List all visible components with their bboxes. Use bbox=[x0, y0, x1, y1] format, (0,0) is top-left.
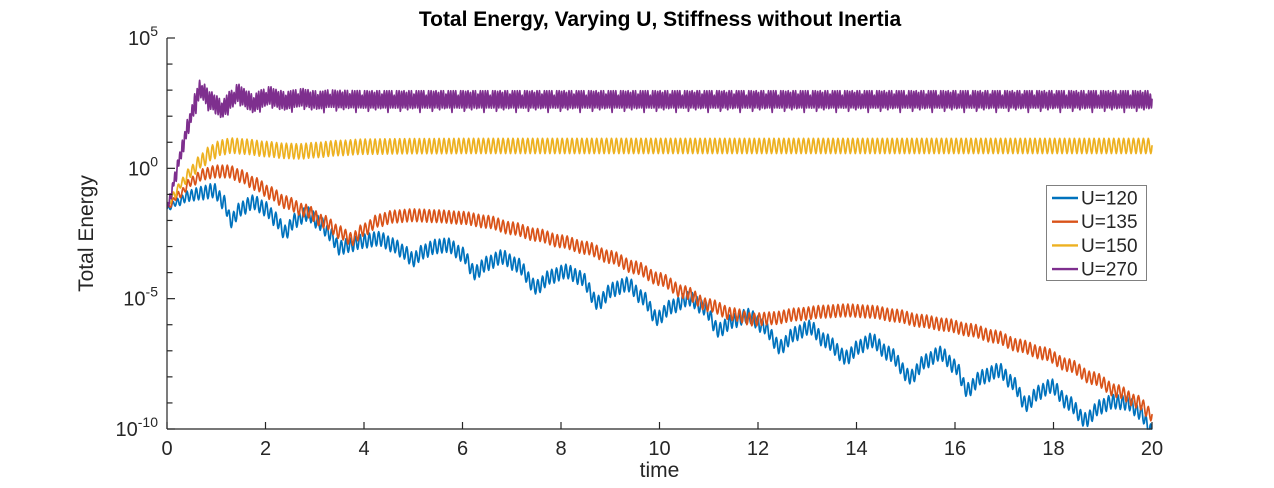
legend-box bbox=[1046, 185, 1147, 281]
legend-label: U=150 bbox=[1081, 236, 1138, 257]
series-line-U=270 bbox=[166, 79, 1153, 209]
series-line-U=120 bbox=[166, 183, 1153, 430]
x-tick-label: 8 bbox=[555, 438, 566, 460]
series-line-U=135 bbox=[166, 164, 1153, 422]
chart-title: Total Energy, Varying U, Stiffness witho… bbox=[419, 8, 902, 31]
legend-item-U=135: U=135 bbox=[1052, 212, 1138, 233]
legend-item-U=150: U=150 bbox=[1052, 236, 1138, 257]
x-tick-label: 20 bbox=[1141, 438, 1163, 460]
x-tick-label: 14 bbox=[845, 438, 867, 460]
x-axis-label: time bbox=[640, 459, 680, 482]
legend-item-U=270: U=270 bbox=[1052, 260, 1138, 281]
x-tick-label: 4 bbox=[358, 438, 369, 460]
y-axis-label: Total Energy bbox=[75, 175, 98, 292]
series-lines bbox=[166, 79, 1153, 430]
legend-label: U=135 bbox=[1081, 212, 1138, 233]
x-tick-label: 6 bbox=[457, 438, 468, 460]
x-tick-label: 12 bbox=[747, 438, 769, 460]
legend-item-U=120: U=120 bbox=[1052, 189, 1138, 210]
legend-label: U=120 bbox=[1081, 189, 1138, 210]
x-tick-label: 16 bbox=[944, 438, 966, 460]
x-tick-label: 0 bbox=[161, 438, 172, 460]
x-tick-label: 10 bbox=[648, 438, 670, 460]
legend-label: U=270 bbox=[1081, 260, 1138, 281]
x-tick-label: 2 bbox=[260, 438, 271, 460]
series-line-U=150 bbox=[166, 137, 1153, 207]
x-tick-label: 18 bbox=[1042, 438, 1064, 460]
x-axis-ticks: 0 2 4 6 8 10 12 14 16 18 20 bbox=[161, 422, 1163, 460]
